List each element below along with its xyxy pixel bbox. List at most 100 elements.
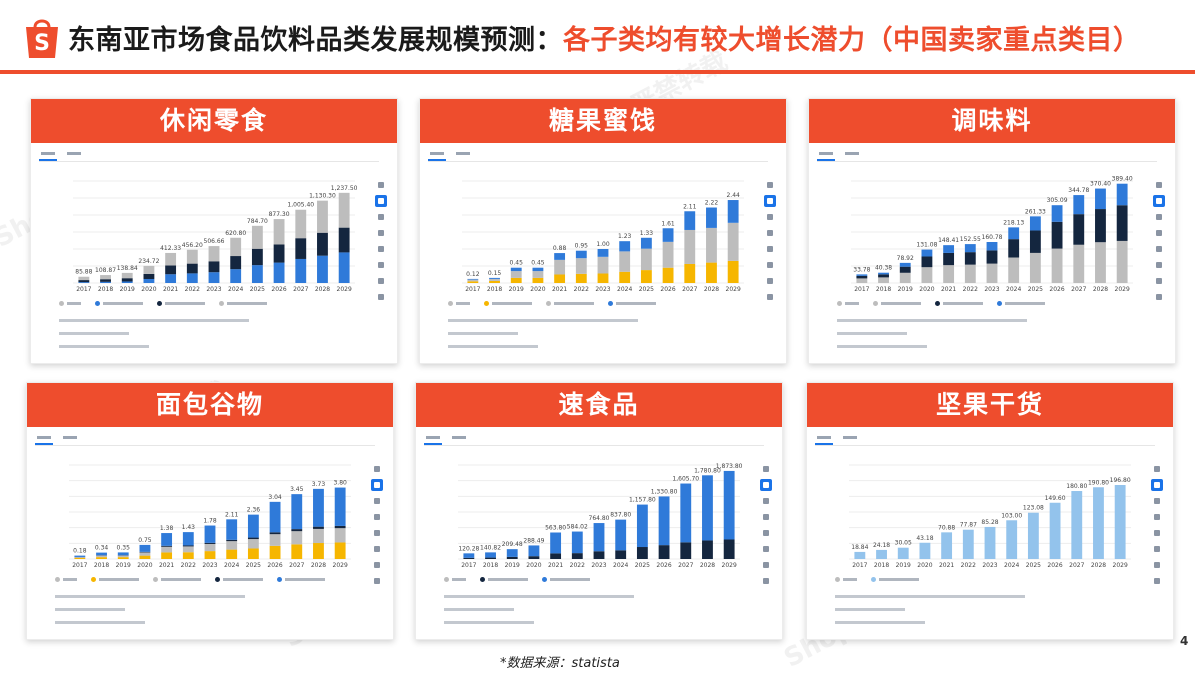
line-chart-icon[interactable]	[764, 211, 776, 223]
chart-tab[interactable]	[450, 433, 468, 443]
bar-segment	[313, 488, 324, 527]
info-icon[interactable]	[764, 291, 776, 303]
expand-icon[interactable]	[371, 543, 383, 555]
download-icon[interactable]	[371, 527, 383, 539]
legend-swatch[interactable]	[546, 301, 551, 306]
chart-tab[interactable]	[65, 149, 83, 159]
legend-label-placeholder	[488, 578, 528, 581]
chart-tab[interactable]	[843, 149, 861, 159]
legend-swatch[interactable]	[835, 577, 840, 582]
bar-chart-icon[interactable]	[375, 195, 387, 207]
download-icon[interactable]	[764, 243, 776, 255]
bar-segment	[251, 225, 263, 249]
line-chart-icon[interactable]	[371, 495, 383, 507]
legend-swatch[interactable]	[871, 577, 876, 582]
expand-icon[interactable]	[760, 543, 772, 555]
expand-icon[interactable]	[375, 259, 387, 271]
settings-icon[interactable]	[375, 275, 387, 287]
bar-value-label: 148.41	[938, 237, 959, 244]
legend-label-placeholder	[943, 302, 983, 305]
legend-swatch[interactable]	[935, 301, 940, 306]
home-icon[interactable]	[764, 179, 776, 191]
table-icon[interactable]	[375, 227, 387, 239]
info-icon[interactable]	[375, 291, 387, 303]
chart-tab[interactable]	[454, 149, 472, 159]
bar-chart-icon[interactable]	[371, 479, 383, 491]
home-icon[interactable]	[375, 179, 387, 191]
legend-swatch[interactable]	[157, 301, 162, 306]
table-icon[interactable]	[760, 511, 772, 523]
settings-icon[interactable]	[1153, 275, 1165, 287]
info-icon[interactable]	[760, 575, 772, 587]
line-chart-icon[interactable]	[1151, 495, 1163, 507]
legend-swatch[interactable]	[95, 301, 100, 306]
line-chart-icon[interactable]	[375, 211, 387, 223]
table-icon[interactable]	[1151, 511, 1163, 523]
home-icon[interactable]	[760, 463, 772, 475]
chart-tab-active[interactable]	[817, 149, 835, 161]
info-icon[interactable]	[1153, 291, 1165, 303]
bar-segment	[571, 531, 583, 554]
legend-swatch[interactable]	[542, 577, 547, 582]
home-icon[interactable]	[1153, 179, 1165, 191]
table-icon[interactable]	[764, 227, 776, 239]
legend-swatch[interactable]	[484, 301, 489, 306]
bar-chart-icon[interactable]	[764, 195, 776, 207]
legend-swatch[interactable]	[448, 301, 453, 306]
settings-icon[interactable]	[371, 559, 383, 571]
x-tick-label: 2021	[552, 286, 567, 293]
legend-swatch[interactable]	[997, 301, 1002, 306]
legend-swatch[interactable]	[91, 577, 96, 582]
legend-swatch[interactable]	[480, 577, 485, 582]
table-icon[interactable]	[1153, 227, 1165, 239]
info-icon[interactable]	[371, 575, 383, 587]
bar-chart-icon[interactable]	[760, 479, 772, 491]
bar-value-label: 563.80	[545, 525, 566, 532]
expand-icon[interactable]	[1153, 259, 1165, 271]
table-icon[interactable]	[371, 511, 383, 523]
expand-icon[interactable]	[764, 259, 776, 271]
tab-label-placeholder	[452, 436, 466, 439]
chart-tab[interactable]	[61, 433, 79, 443]
legend-swatch[interactable]	[873, 301, 878, 306]
legend-swatch[interactable]	[608, 301, 613, 306]
chart-tab-active[interactable]	[35, 433, 53, 445]
chart-tab-active[interactable]	[424, 433, 442, 445]
legend-swatch[interactable]	[55, 577, 60, 582]
chart-tab-active[interactable]	[815, 433, 833, 445]
legend-label-placeholder	[554, 302, 594, 305]
legend-swatch[interactable]	[59, 301, 64, 306]
legend-swatch[interactable]	[219, 301, 224, 306]
legend-swatch[interactable]	[837, 301, 842, 306]
x-tick-label: 2027	[1069, 562, 1084, 569]
x-tick-label: 2019	[896, 562, 911, 569]
home-icon[interactable]	[1151, 463, 1163, 475]
expand-icon[interactable]	[1151, 543, 1163, 555]
bar-chart-icon[interactable]	[1153, 195, 1165, 207]
bar-chart-icon[interactable]	[1151, 479, 1163, 491]
line-chart-icon[interactable]	[1153, 211, 1165, 223]
bar-segment	[165, 265, 177, 275]
line-chart-icon[interactable]	[760, 495, 772, 507]
legend-swatch[interactable]	[444, 577, 449, 582]
download-icon[interactable]	[1151, 527, 1163, 539]
settings-icon[interactable]	[1151, 559, 1163, 571]
settings-icon[interactable]	[764, 275, 776, 287]
settings-icon[interactable]	[760, 559, 772, 571]
x-tick-label: 2022	[181, 562, 196, 569]
info-icon[interactable]	[1151, 575, 1163, 587]
download-icon[interactable]	[1153, 243, 1165, 255]
download-icon[interactable]	[760, 527, 772, 539]
legend-swatch[interactable]	[153, 577, 158, 582]
legend-swatch[interactable]	[277, 577, 282, 582]
bar-segment	[1114, 485, 1126, 559]
legend-swatch[interactable]	[215, 577, 220, 582]
download-icon[interactable]	[375, 243, 387, 255]
home-icon[interactable]	[371, 463, 383, 475]
bar-segment	[943, 245, 955, 253]
note-line-placeholder	[835, 608, 905, 611]
chart-tab[interactable]	[841, 433, 859, 443]
bar-value-label: 30.05	[895, 540, 912, 547]
chart-tab-active[interactable]	[428, 149, 446, 161]
chart-tab-active[interactable]	[39, 149, 57, 161]
